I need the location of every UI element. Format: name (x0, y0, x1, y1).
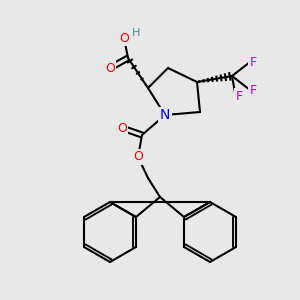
Text: F: F (236, 89, 243, 103)
Text: O: O (117, 122, 127, 134)
Text: H: H (132, 28, 140, 38)
Text: O: O (119, 32, 129, 44)
Text: O: O (105, 61, 115, 74)
Text: F: F (249, 83, 256, 97)
Text: F: F (249, 56, 256, 68)
Text: O: O (133, 151, 143, 164)
Text: N: N (160, 108, 170, 122)
